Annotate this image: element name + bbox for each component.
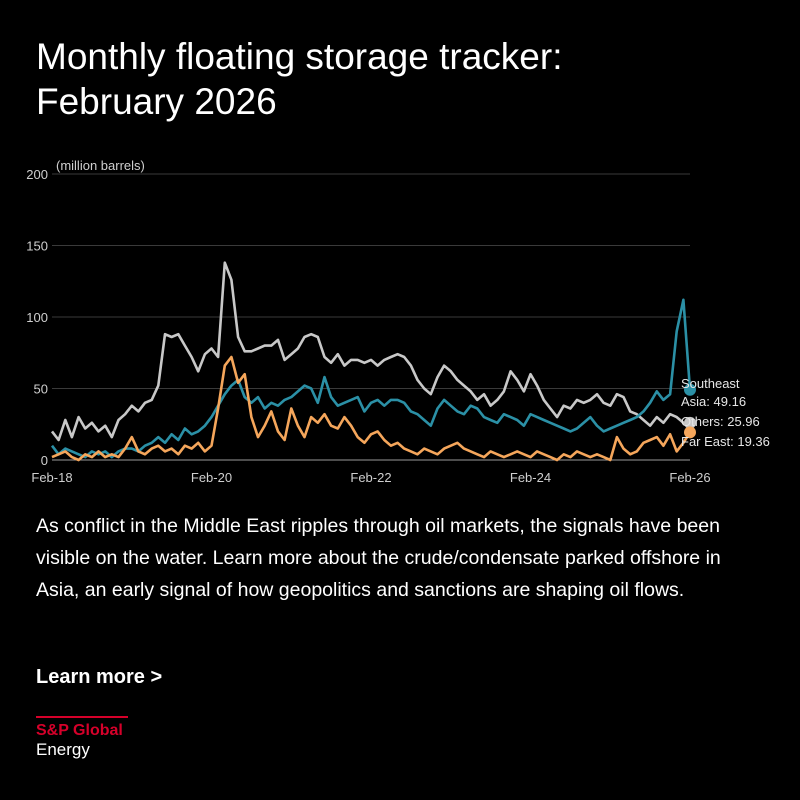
end-marker-southeast-asia bbox=[684, 383, 696, 396]
title-line-2: February 2026 bbox=[36, 81, 277, 122]
grid-layer bbox=[52, 173, 690, 461]
y-tick-label: 0 bbox=[41, 453, 48, 468]
end-label-southeast-asia: Southeast bbox=[681, 376, 740, 391]
series-line-far-east bbox=[51, 355, 692, 462]
series-line-southeast-asia bbox=[50, 298, 692, 459]
x-tick-label: Feb-18 bbox=[31, 470, 72, 485]
x-tick-label: Feb-24 bbox=[510, 470, 551, 485]
logo-subtitle: Energy bbox=[36, 740, 90, 759]
y-tick-label: 50 bbox=[34, 382, 48, 397]
end-marker-far-east bbox=[684, 426, 696, 439]
logo-rule bbox=[36, 716, 128, 718]
x-tick-label: Feb-26 bbox=[669, 470, 710, 485]
logo-brand: S&P Global bbox=[36, 722, 123, 739]
end-label-far-east: Far East: 19.36 bbox=[681, 434, 770, 449]
end-label-others: Others: 25.96 bbox=[681, 414, 760, 429]
description-text: As conflict in the Middle East ripples t… bbox=[36, 515, 721, 601]
floating-storage-chart: 0 50 100 150 200 (million barrels) Feb-18 Feb-2… bbox=[26, 158, 770, 485]
page-title: Monthly floating storage tracker: Februa… bbox=[36, 34, 756, 124]
y-tick-label: 150 bbox=[26, 239, 48, 254]
y-tick-label: 100 bbox=[26, 310, 48, 325]
title-line-1: Monthly floating storage tracker: bbox=[36, 36, 563, 77]
end-marker-others bbox=[684, 416, 696, 429]
label-layer: Others: 25.96 Southeast Asia: 49.16 Far Eas… bbox=[681, 376, 770, 449]
x-tick-label: Feb-22 bbox=[350, 470, 391, 485]
series-layer bbox=[50, 261, 696, 462]
axis-layer: 0 50 100 150 200 (million barrels) Feb-18 Feb-2… bbox=[26, 158, 710, 485]
learn-more-link[interactable]: Learn more > bbox=[36, 666, 163, 688]
sp-global-logo: S&P Global Energy bbox=[36, 716, 136, 760]
x-tick-label: Feb-20 bbox=[191, 470, 232, 485]
y-tick-label: 200 bbox=[26, 167, 48, 182]
y-axis-label: (million barrels) bbox=[56, 158, 145, 173]
end-label-southeast-asia: Asia: 49.16 bbox=[681, 394, 746, 409]
series-line-others bbox=[50, 261, 691, 442]
